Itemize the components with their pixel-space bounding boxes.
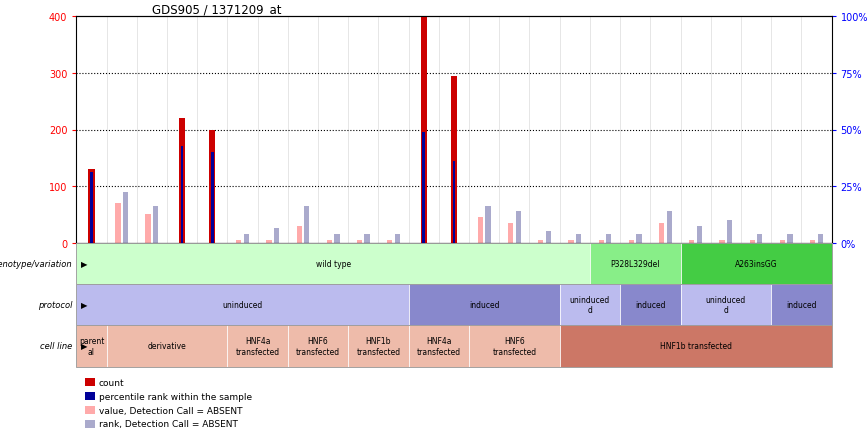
Bar <box>628 240 634 243</box>
Bar <box>560 326 832 367</box>
Text: HNF6
transfected: HNF6 transfected <box>296 336 340 356</box>
Bar <box>451 77 457 243</box>
Text: percentile rank within the sample: percentile rank within the sample <box>99 392 252 401</box>
Bar <box>365 235 370 243</box>
Bar <box>297 226 302 243</box>
Text: induced: induced <box>635 300 666 309</box>
Bar <box>452 161 456 243</box>
Bar <box>76 284 409 326</box>
Bar <box>569 240 574 243</box>
Bar <box>409 326 469 367</box>
Text: GDS905 / 1371209_at: GDS905 / 1371209_at <box>152 3 281 16</box>
Bar <box>810 240 815 243</box>
Bar <box>90 173 93 243</box>
Bar <box>146 215 151 243</box>
Bar <box>779 240 785 243</box>
Bar <box>720 240 725 243</box>
Bar <box>516 212 521 243</box>
Text: HNF1b
transfected: HNF1b transfected <box>357 336 400 356</box>
Bar <box>681 284 771 326</box>
Text: HNF6
transfected: HNF6 transfected <box>492 336 536 356</box>
Bar <box>606 235 611 243</box>
Bar <box>266 240 272 243</box>
Bar <box>560 284 620 326</box>
Text: genotype/variation: genotype/variation <box>0 259 72 268</box>
Bar <box>211 153 214 243</box>
Bar <box>288 326 348 367</box>
Text: count: count <box>99 378 125 387</box>
Text: uninduced
d: uninduced d <box>706 295 746 315</box>
Bar <box>727 220 733 243</box>
Text: protocol: protocol <box>37 300 72 309</box>
Bar <box>227 326 288 367</box>
Text: derivative: derivative <box>148 342 187 351</box>
Bar <box>423 133 425 243</box>
Bar <box>409 284 560 326</box>
Bar <box>334 235 339 243</box>
Bar <box>818 235 823 243</box>
Bar <box>477 218 483 243</box>
Bar <box>750 240 755 243</box>
Bar <box>236 240 241 243</box>
Bar <box>681 243 832 284</box>
Bar <box>689 240 694 243</box>
Bar <box>546 232 551 243</box>
Bar <box>538 240 543 243</box>
Bar <box>590 243 681 284</box>
Bar <box>787 235 792 243</box>
Bar <box>107 326 227 367</box>
Text: value, Detection Call = ABSENT: value, Detection Call = ABSENT <box>99 406 242 414</box>
Text: induced: induced <box>469 300 499 309</box>
Bar <box>697 226 702 243</box>
Bar <box>244 235 249 243</box>
Bar <box>667 212 672 243</box>
Bar <box>348 326 409 367</box>
Bar <box>387 240 392 243</box>
Text: parent
al: parent al <box>79 336 104 356</box>
Bar <box>209 130 215 243</box>
Bar <box>326 240 332 243</box>
Text: cell line: cell line <box>40 342 72 351</box>
Text: uninduced: uninduced <box>222 300 263 309</box>
Text: ▶: ▶ <box>81 342 87 351</box>
Bar <box>421 17 427 243</box>
Bar <box>304 207 309 243</box>
Bar <box>89 170 95 243</box>
Bar <box>485 207 490 243</box>
Bar <box>395 235 400 243</box>
Bar <box>274 229 279 243</box>
Text: ▶: ▶ <box>81 300 87 309</box>
Text: P328L329del: P328L329del <box>610 259 660 268</box>
Bar <box>576 235 582 243</box>
Text: HNF1b transfected: HNF1b transfected <box>660 342 732 351</box>
Bar <box>757 235 762 243</box>
Bar <box>659 224 664 243</box>
Text: HNF4a
transfected: HNF4a transfected <box>417 336 461 356</box>
Bar <box>469 326 560 367</box>
Bar <box>179 119 185 243</box>
Bar <box>620 284 681 326</box>
Bar <box>76 243 590 284</box>
Text: wild type: wild type <box>316 259 351 268</box>
Bar <box>599 240 604 243</box>
Bar <box>508 224 513 243</box>
Bar <box>123 192 128 243</box>
Bar <box>636 235 641 243</box>
Bar <box>76 326 107 367</box>
Text: rank, Detection Call = ABSENT: rank, Detection Call = ABSENT <box>99 420 238 428</box>
Text: ▶: ▶ <box>81 259 87 268</box>
Bar <box>357 240 362 243</box>
Bar <box>181 147 183 243</box>
Bar <box>153 207 158 243</box>
Bar <box>771 284 832 326</box>
Text: induced: induced <box>786 300 817 309</box>
Text: uninduced
d: uninduced d <box>569 295 610 315</box>
Text: A263insGG: A263insGG <box>734 259 778 268</box>
Bar <box>115 204 121 243</box>
Text: HNF4a
transfected: HNF4a transfected <box>235 336 279 356</box>
